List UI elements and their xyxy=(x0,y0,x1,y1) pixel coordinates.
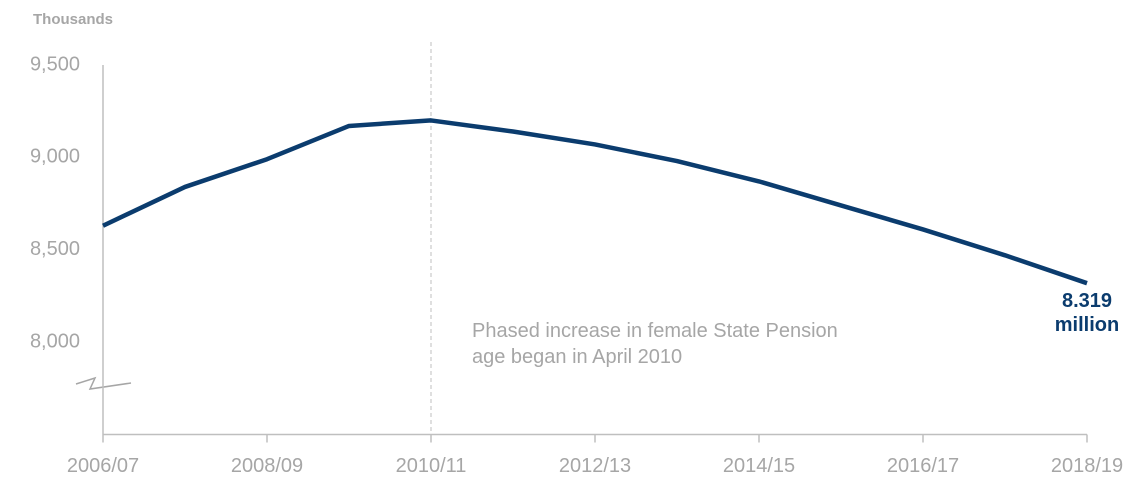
x-tick-label: 2012/13 xyxy=(559,455,631,477)
annotation: Phased increase in female State Pension … xyxy=(472,320,838,368)
axis-break xyxy=(75,376,132,390)
x-tick-label: 2016/17 xyxy=(887,455,959,477)
x-tick-label: 2014/15 xyxy=(723,455,795,477)
x-tick-label: 2010/11 xyxy=(396,455,467,477)
x-tick-label: 2018/19 xyxy=(1051,455,1123,477)
y-tick-label: 8,500 xyxy=(30,238,80,260)
y-axis-label: Thousands xyxy=(33,11,113,28)
x-tick-label: 2006/07 xyxy=(67,455,139,477)
line xyxy=(102,118,1088,286)
y-tick-label: 9,500 xyxy=(30,53,80,75)
x-tick-label: 2008/09 xyxy=(231,455,303,477)
value-label: 8.319 million xyxy=(1054,290,1120,337)
y-tick-label: 8,000 xyxy=(30,330,80,352)
y-tick-label: 9,000 xyxy=(30,146,80,168)
